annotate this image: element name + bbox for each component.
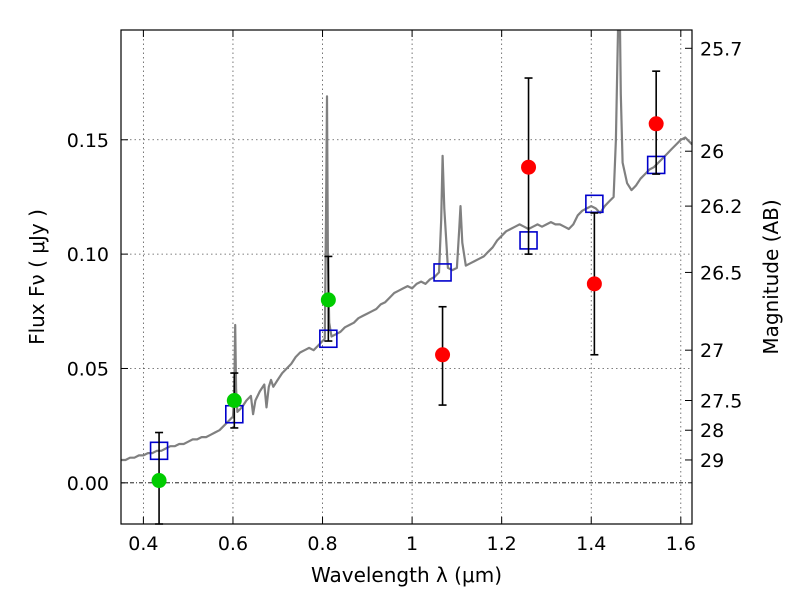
- plot-frame: [120, 29, 693, 525]
- gridlines: [121, 30, 692, 524]
- y2-tick-label: 29: [700, 450, 724, 472]
- axis-ticks: 0.4 0.6 0.8 1 1.2 1.4 1.6 0.00 0.05 0.10 0.15 25.7 2…: [67, 30, 742, 555]
- y2-tick-label: 27: [700, 340, 724, 362]
- y2-axis-label: Magnitude (AB): [759, 199, 783, 354]
- x-tick-label: 0.4: [128, 533, 158, 555]
- observed-flux-point: [151, 473, 167, 489]
- model-flux-square: [585, 194, 604, 214]
- observed-flux-point: [320, 292, 336, 308]
- y2-tick-label: 26.5: [700, 262, 742, 284]
- x-tick-label: 1: [406, 533, 418, 555]
- observed-flux-point: [226, 393, 242, 408]
- y2-tick-label: 25.7: [700, 38, 742, 60]
- y-tick-label: 0.05: [67, 358, 109, 380]
- y2-tick-label: 26: [700, 141, 724, 163]
- y2-tick-label: 28: [700, 420, 724, 442]
- y2-tick-label: 27.5: [700, 391, 742, 413]
- x-tick-label: 1.6: [666, 533, 696, 555]
- model-flux-square: [433, 263, 452, 282]
- x-tick-label: 1.4: [576, 533, 606, 555]
- y-tick-label: 0.00: [67, 473, 109, 495]
- x-axis-label: Wavelength λ (μm): [311, 563, 502, 587]
- y-tick-label: 0.15: [67, 130, 109, 152]
- x-tick-label: 0.8: [307, 533, 337, 555]
- observed-flux-point: [648, 116, 664, 132]
- y-axis-label: Flux Fν ( μJy ): [25, 209, 49, 345]
- y2-tick-label: 26.2: [700, 196, 742, 218]
- plot-area: [121, 30, 692, 462]
- y-tick-label: 0.10: [67, 244, 109, 266]
- spectrum-line: [121, 30, 692, 462]
- observed-flux-point: [586, 276, 602, 292]
- observed-flux-point: [435, 347, 451, 363]
- observed-flux-point: [521, 159, 537, 175]
- x-tick-label: 1.2: [487, 533, 517, 555]
- x-tick-label: 0.6: [218, 533, 248, 555]
- marker-layer: [149, 70, 666, 525]
